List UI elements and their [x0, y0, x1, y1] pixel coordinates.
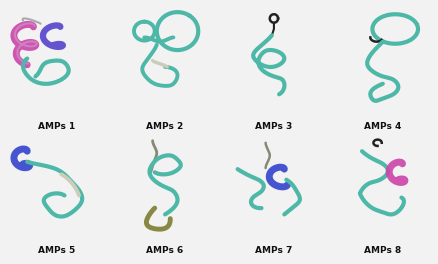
- Text: AMPs 3: AMPs 3: [255, 122, 292, 131]
- Text: AMPs 6: AMPs 6: [146, 246, 183, 255]
- Text: AMPs 4: AMPs 4: [363, 122, 400, 131]
- Text: AMPs 1: AMPs 1: [38, 122, 74, 131]
- Text: AMPs 5: AMPs 5: [38, 246, 74, 255]
- Text: AMPs 8: AMPs 8: [364, 246, 400, 255]
- Text: AMPs 2: AMPs 2: [146, 122, 183, 131]
- Text: AMPs 7: AMPs 7: [254, 246, 292, 255]
